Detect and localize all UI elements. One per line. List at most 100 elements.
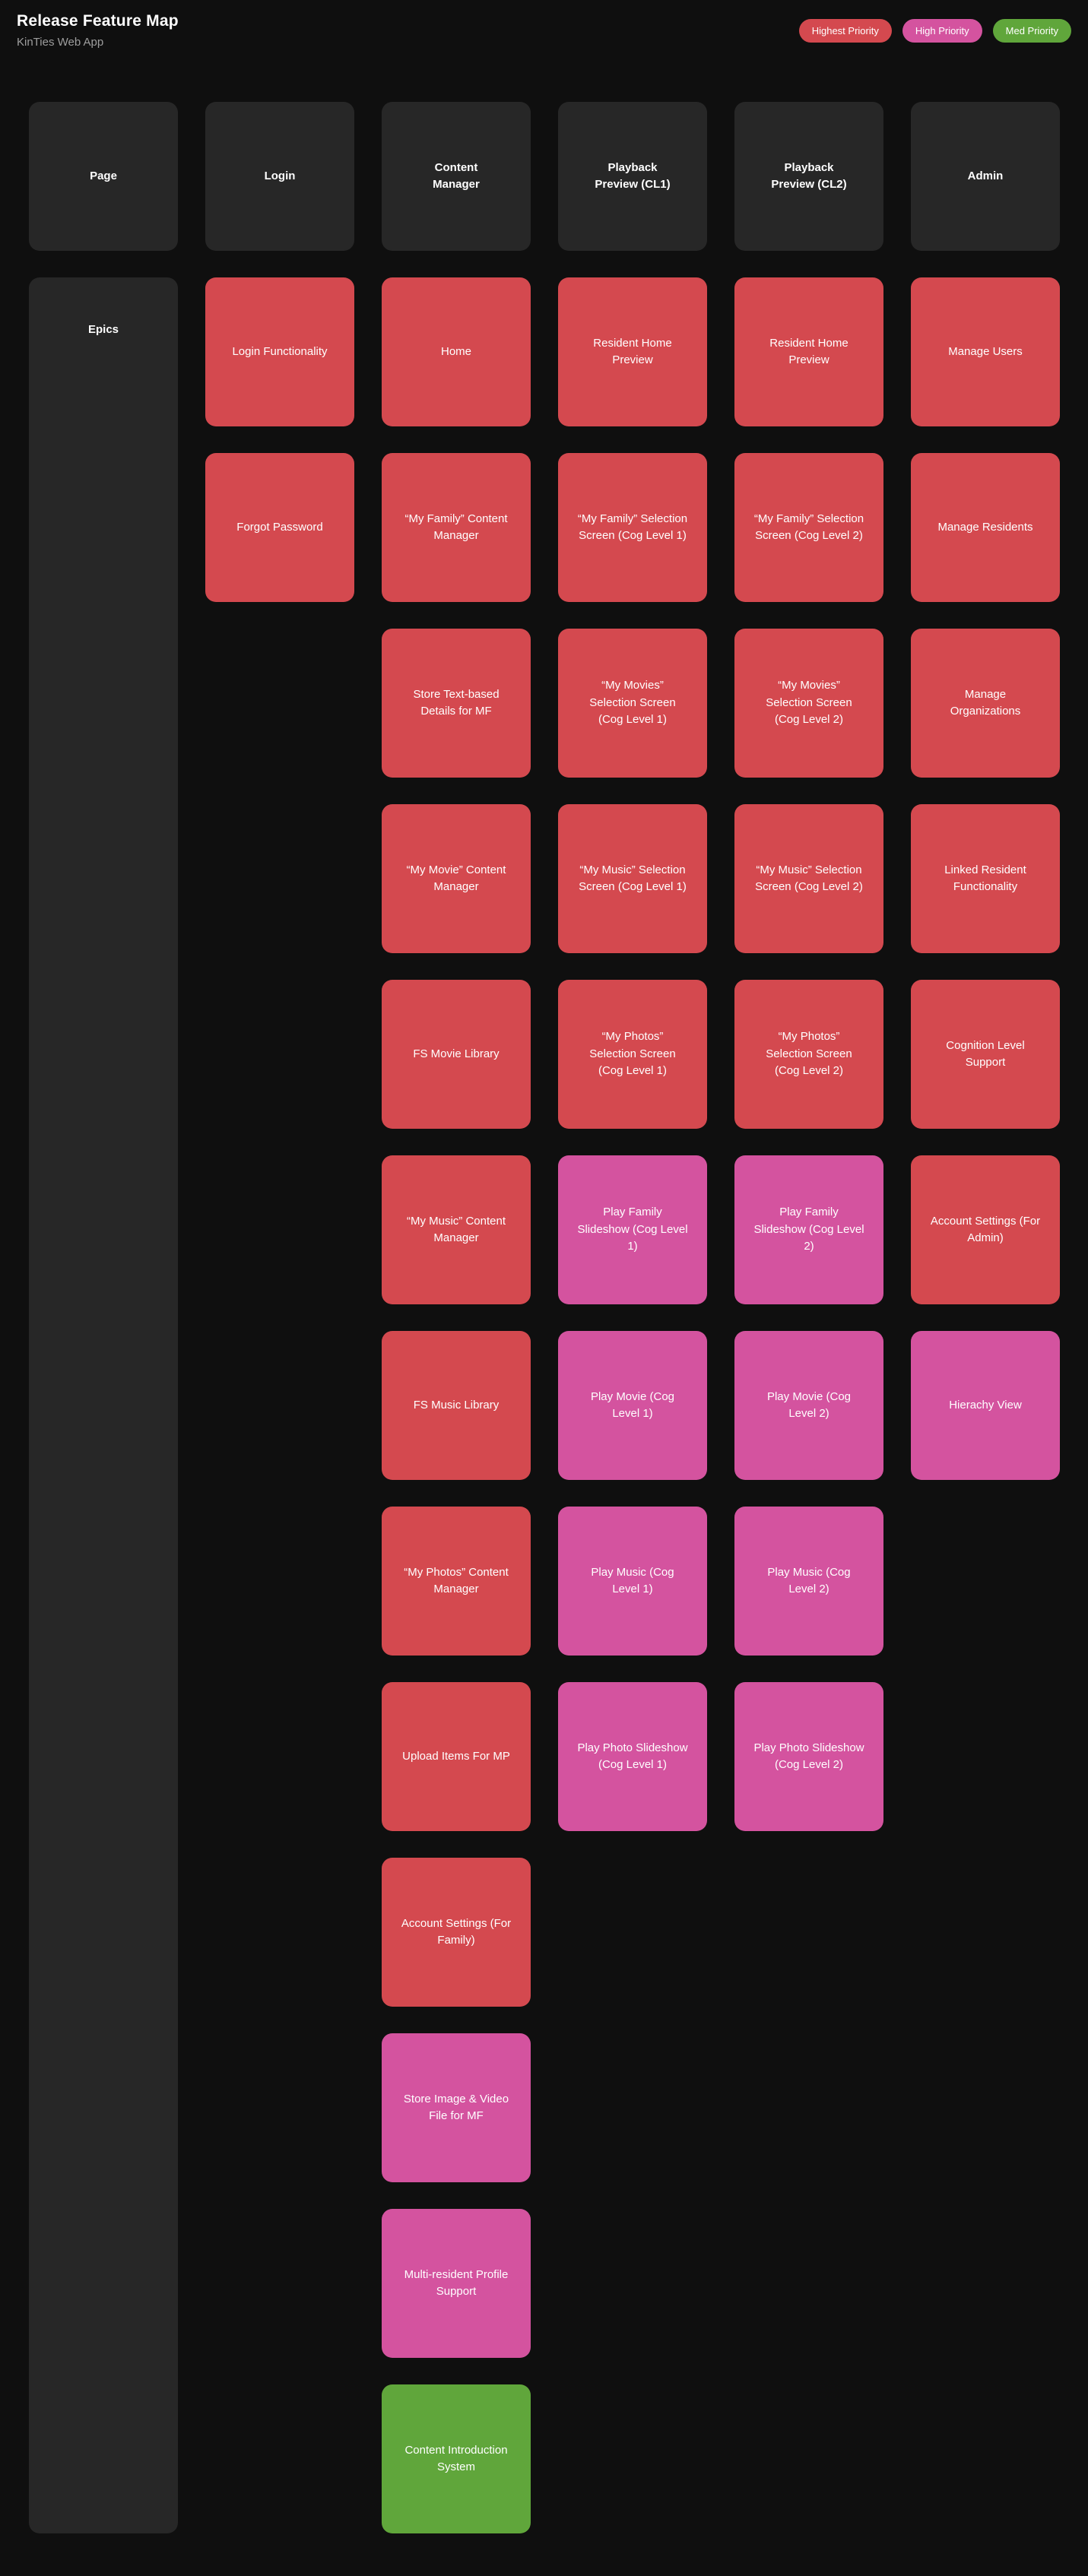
card-play-family-slideshow-cog-level-1[interactable]: Play Family Slideshow (Cog Level 1) — [558, 1155, 707, 1304]
column-header-label: Page — [90, 169, 117, 182]
card-my-family-selection-screen-cog-level-2[interactable]: “My Family” Selection Screen (Cog Level … — [734, 453, 883, 602]
card-resident-home-preview[interactable]: Resident Home Preview — [558, 277, 707, 426]
feature-card-label: “My Music” Content Manager — [406, 1214, 506, 1245]
legend-pill-med-priority[interactable]: Med Priority — [992, 19, 1071, 43]
feature-card-label: Multi-resident Profile Support — [404, 2267, 509, 2299]
feature-card-label: Resident Home Preview — [593, 336, 672, 367]
card-fs-music-library[interactable]: FS Music Library — [382, 1331, 531, 1480]
column-header-label: Playback Preview (CL1) — [595, 160, 671, 192]
legend-pill-label: High Priority — [915, 25, 969, 36]
feature-card-label: FS Movie Library — [413, 1047, 500, 1060]
legend-pill-high-priority[interactable]: High Priority — [902, 19, 982, 43]
feature-card-label: Hierachy View — [949, 1398, 1022, 1412]
feature-card-label: Store Image & Video File for MF — [403, 2092, 509, 2123]
feature-card-label: “My Movies” Selection Screen (Cog Level … — [589, 679, 676, 727]
card-my-movies-selection-screen-cog-level-2[interactable]: “My Movies” Selection Screen (Cog Level … — [734, 629, 883, 778]
column-header-label: Content Manager — [433, 160, 480, 192]
feature-card-label: Store Text-based Details for MF — [413, 687, 500, 718]
epics-row-label-card[interactable]: Epics — [29, 277, 178, 2533]
page-title: Release Feature Map — [17, 12, 179, 30]
card-fs-movie-library[interactable]: FS Movie Library — [382, 980, 531, 1129]
card-manage-organizations[interactable]: Manage Organizations — [911, 629, 1060, 778]
card-my-music-selection-screen-cog-level-1[interactable]: “My Music” Selection Screen (Cog Level 1… — [558, 804, 707, 953]
card-my-movies-selection-screen-cog-level-1[interactable]: “My Movies” Selection Screen (Cog Level … — [558, 629, 707, 778]
column-header-admin[interactable]: Admin — [911, 102, 1060, 251]
title-block: Release Feature Map KinTies Web App — [17, 12, 179, 49]
card-my-family-content-manager[interactable]: “My Family” Content Manager — [382, 453, 531, 602]
card-multi-resident-profile-support[interactable]: Multi-resident Profile Support — [382, 2209, 531, 2358]
card-content-introduction-system[interactable]: Content Introduction System — [382, 2384, 531, 2533]
card-forgot-password[interactable]: Forgot Password — [205, 453, 354, 602]
feature-card-label: “My Photos” Content Manager — [404, 1565, 509, 1596]
feature-card-label: “My Family” Selection Screen (Cog Level … — [753, 512, 864, 543]
card-my-photos-selection-screen-cog-level-1[interactable]: “My Photos” Selection Screen (Cog Level … — [558, 980, 707, 1129]
card-manage-users[interactable]: Manage Users — [911, 277, 1060, 426]
card-my-photos-content-manager[interactable]: “My Photos” Content Manager — [382, 1507, 531, 1656]
feature-card-label: Play Movie (Cog Level 2) — [766, 1389, 852, 1421]
feature-card-label: Play Movie (Cog Level 1) — [590, 1389, 675, 1421]
feature-card-label: “My Music” Selection Screen (Cog Level 2… — [755, 863, 863, 894]
card-account-settings-for-admin[interactable]: Account Settings (For Admin) — [911, 1155, 1060, 1304]
feature-card-label: Resident Home Preview — [769, 336, 849, 367]
feature-card-label: Upload Items For MP — [402, 1749, 510, 1763]
card-play-music-cog-level-1[interactable]: Play Music (Cog Level 1) — [558, 1507, 707, 1656]
card-play-movie-cog-level-1[interactable]: Play Movie (Cog Level 1) — [558, 1331, 707, 1480]
column-header-page[interactable]: Page — [29, 102, 178, 251]
column-header-playback-preview-cl2[interactable]: Playback Preview (CL2) — [734, 102, 883, 251]
card-hierachy-view[interactable]: Hierachy View — [911, 1331, 1060, 1480]
feature-card-label: Login Functionality — [232, 344, 328, 358]
feature-card-label: “My Photos” Selection Screen (Cog Level … — [589, 1030, 676, 1078]
legend: Highest Priority High Priority Med Priorit… — [798, 19, 1071, 43]
card-my-photos-selection-screen-cog-level-2[interactable]: “My Photos” Selection Screen (Cog Level … — [734, 980, 883, 1129]
page-header: Release Feature Map KinTies Web App High… — [0, 0, 1088, 49]
feature-card-label: Play Photo Slideshow (Cog Level 1) — [577, 1741, 688, 1772]
card-cognition-level-support[interactable]: Cognition Level Support — [911, 980, 1060, 1129]
card-play-family-slideshow-cog-level-2[interactable]: Play Family Slideshow (Cog Level 2) — [734, 1155, 883, 1304]
page-subtitle: KinTies Web App — [17, 36, 104, 49]
card-play-movie-cog-level-2[interactable]: Play Movie (Cog Level 2) — [734, 1331, 883, 1480]
card-my-music-content-manager[interactable]: “My Music” Content Manager — [382, 1155, 531, 1304]
feature-card-label: FS Music Library — [413, 1398, 500, 1412]
column-header-label: Playback Preview (CL2) — [771, 160, 847, 192]
feature-card-label: Forgot Password — [236, 520, 323, 534]
feature-card-label: Play Family Slideshow (Cog Level 1) — [577, 1206, 688, 1253]
legend-pill-label: Med Priority — [1005, 25, 1058, 36]
card-my-music-selection-screen-cog-level-2[interactable]: “My Music” Selection Screen (Cog Level 2… — [734, 804, 883, 953]
card-resident-home-preview[interactable]: Resident Home Preview — [734, 277, 883, 426]
column-header-login[interactable]: Login — [205, 102, 354, 251]
feature-card-label: Play Photo Slideshow (Cog Level 2) — [753, 1741, 864, 1772]
feature-card-label: “My Music” Selection Screen (Cog Level 1… — [579, 863, 687, 894]
feature-card-label: Home — [440, 344, 471, 358]
feature-card-label: Play Music (Cog Level 1) — [591, 1565, 674, 1596]
epics-label: Epics — [87, 323, 119, 336]
card-play-photo-slideshow-cog-level-1[interactable]: Play Photo Slideshow (Cog Level 1) — [558, 1682, 707, 1831]
feature-card-label: “My Family” Content Manager — [404, 512, 508, 543]
legend-pill-highest-priority[interactable]: Highest Priority — [798, 19, 892, 43]
feature-card-label: Account Settings (For Family) — [401, 1916, 512, 1947]
feature-card-label: Cognition Level Support — [946, 1038, 1025, 1069]
card-upload-items-for-mp[interactable]: Upload Items For MP — [382, 1682, 531, 1831]
feature-card-label: Manage Organizations — [950, 687, 1021, 718]
feature-card-label: “My Movies” Selection Screen (Cog Level … — [766, 679, 852, 727]
column-header-label: Admin — [967, 169, 1004, 182]
card-manage-residents[interactable]: Manage Residents — [911, 453, 1060, 602]
card-linked-resident-functionality[interactable]: Linked Resident Functionality — [911, 804, 1060, 953]
card-play-music-cog-level-2[interactable]: Play Music (Cog Level 2) — [734, 1507, 883, 1656]
card-play-photo-slideshow-cog-level-2[interactable]: Play Photo Slideshow (Cog Level 2) — [734, 1682, 883, 1831]
card-home[interactable]: Home — [382, 277, 531, 426]
feature-card-label: Play Family Slideshow (Cog Level 2) — [753, 1206, 864, 1253]
column-header-content-manager[interactable]: Content Manager — [382, 102, 531, 251]
card-login-functionality[interactable]: Login Functionality — [205, 277, 354, 426]
column-header-label: Login — [264, 169, 296, 182]
legend-pill-label: Highest Priority — [811, 25, 879, 36]
card-my-movie-content-manager[interactable]: “My Movie” Content Manager — [382, 804, 531, 953]
feature-card-label: Account Settings (For Admin) — [930, 1214, 1041, 1245]
column-header-playback-preview-cl1[interactable]: Playback Preview (CL1) — [558, 102, 707, 251]
card-my-family-selection-screen-cog-level-1[interactable]: “My Family” Selection Screen (Cog Level … — [558, 453, 707, 602]
card-store-text-based-details-for-mf[interactable]: Store Text-based Details for MF — [382, 629, 531, 778]
feature-card-label: “My Family” Selection Screen (Cog Level … — [577, 512, 688, 543]
feature-card-label: Manage Residents — [937, 520, 1033, 534]
card-account-settings-for-family[interactable]: Account Settings (For Family) — [382, 1858, 531, 2007]
card-store-image-video-file-for-mf[interactable]: Store Image & Video File for MF — [382, 2033, 531, 2182]
feature-map-board: Page Epics Login Login Functionality Forgot … — [0, 102, 1088, 2533]
